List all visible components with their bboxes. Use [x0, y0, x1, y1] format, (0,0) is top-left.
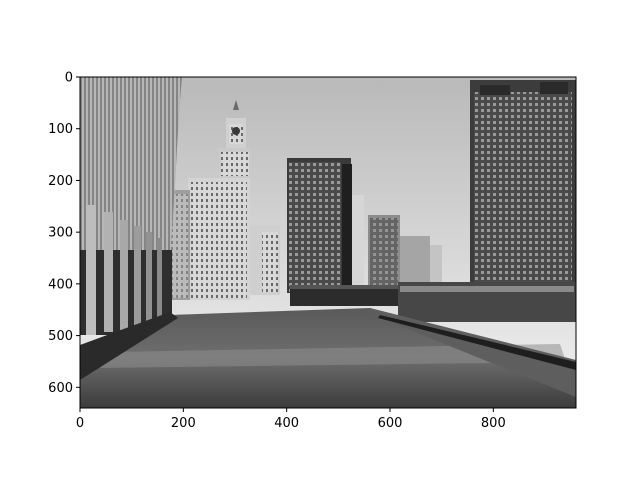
x-axis: 0 200 400 600 800 [76, 408, 506, 431]
right-building [398, 80, 576, 322]
water-light-band [100, 344, 566, 368]
distant-buildings [250, 195, 442, 296]
left-embankment [80, 312, 178, 380]
x-tick-label: 600 [378, 416, 403, 431]
right-walkway [378, 315, 576, 370]
right-embankment [370, 308, 576, 397]
left-glass-tower [80, 77, 182, 335]
central-tower [287, 158, 352, 293]
bridge [290, 285, 398, 306]
clock-tower-building [168, 100, 251, 300]
x-tick-label: 0 [76, 416, 84, 431]
y-tick-label: 600 [48, 381, 73, 396]
y-tick-label: 200 [48, 174, 73, 189]
y-tick-label: 400 [48, 277, 73, 292]
x-tick-label: 400 [274, 416, 299, 431]
x-tick-label: 200 [171, 416, 196, 431]
y-tick-label: 100 [48, 122, 73, 137]
y-tick-label: 300 [48, 226, 73, 241]
y-tick-label: 0 [65, 71, 73, 86]
y-axis: 0 100 200 300 400 500 600 [48, 71, 80, 396]
x-tick-label: 800 [481, 416, 506, 431]
y-tick-label: 500 [48, 329, 73, 344]
plot-frame [79, 76, 577, 409]
city-river-photo [80, 77, 576, 408]
